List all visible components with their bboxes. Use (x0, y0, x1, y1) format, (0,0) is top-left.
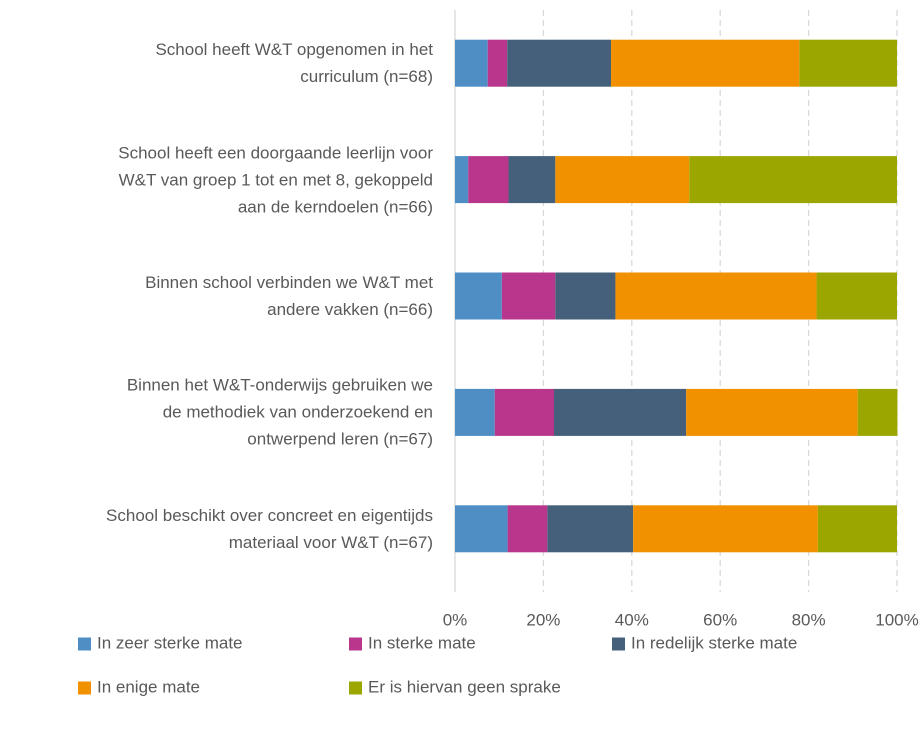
bar-segment (555, 156, 690, 204)
legend-label: In zeer sterke mate (97, 633, 243, 652)
bar-segment (686, 388, 858, 436)
legend-swatch (349, 681, 362, 695)
bar-segment (799, 39, 897, 87)
category-label: School heeft W&T opgenomen in het curric… (155, 40, 433, 87)
bar-segment (857, 388, 898, 436)
x-tick-label: 100% (875, 610, 918, 629)
bar-segment (507, 39, 612, 87)
x-tick-label: 80% (792, 610, 826, 629)
x-tick-label: 0% (443, 610, 468, 629)
legend-swatch (612, 637, 625, 651)
legend-label: In redelijk sterke mate (631, 633, 797, 652)
bar-segment (816, 272, 897, 320)
bar-segment (508, 156, 556, 204)
bar-segment (554, 388, 687, 436)
bar-segment (555, 272, 616, 320)
category-label: Binnen het W&T-onderwijs gebruiken we de… (126, 375, 433, 449)
legend-swatch (78, 681, 91, 695)
bar-segment (468, 156, 509, 204)
bar-segment (455, 39, 488, 87)
category-label: School heeft een doorgaande leerlijn voo… (118, 143, 433, 217)
bar-segment (547, 505, 634, 553)
legend-label: Er is hiervan geen sprake (368, 677, 561, 696)
bar-segment (507, 505, 548, 553)
bar-segment (494, 388, 555, 436)
bar-segment (501, 272, 556, 320)
bar-segment (487, 39, 508, 87)
bar-segment (455, 272, 502, 320)
bar-segment (817, 505, 897, 553)
bar-segment (633, 505, 818, 553)
x-tick-label: 40% (615, 610, 649, 629)
x-tick-label: 60% (703, 610, 737, 629)
bar-segment (455, 388, 495, 436)
bar-segment (611, 39, 800, 87)
legend-swatch (78, 637, 91, 651)
bar-segment (455, 156, 469, 204)
category-label: School beschikt over concreet en eigenti… (106, 505, 433, 552)
x-tick-label: 20% (526, 610, 560, 629)
bar-segment (455, 505, 508, 553)
legend-label: In enige mate (97, 677, 200, 696)
bar-segment (689, 156, 897, 204)
bar-segment (615, 272, 817, 320)
category-label: Binnen school verbinden we W&T met ander… (145, 273, 433, 319)
legend-swatch (349, 637, 362, 651)
legend-label: In sterke mate (368, 633, 476, 652)
